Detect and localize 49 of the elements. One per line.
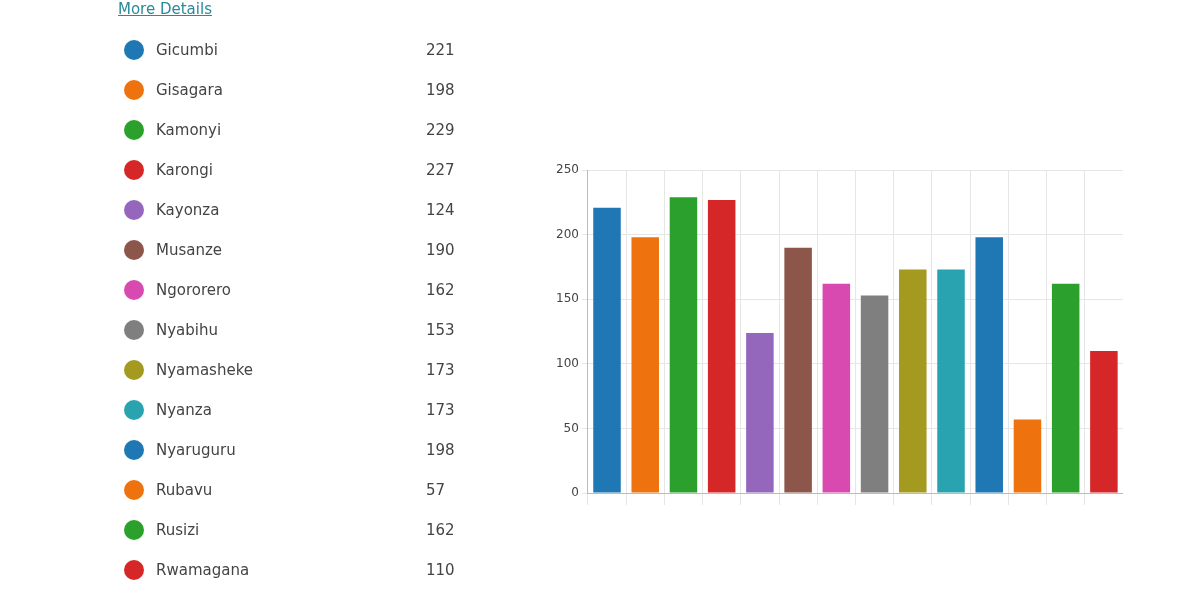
data-label: 153 [426, 321, 456, 339]
data-label: 229 [426, 121, 456, 139]
data-label: 198 [426, 441, 456, 459]
bar [860, 295, 889, 493]
y-tick-label: 200 [556, 226, 579, 241]
category-label: Rwamagana [156, 561, 251, 579]
bar [631, 237, 659, 493]
data-label: 124 [426, 201, 456, 219]
category-label: Kayonza [156, 201, 221, 219]
y-tick-label: 50 [563, 420, 579, 435]
category-label: Nyamasheke [156, 361, 255, 379]
category-label: Gisagara [156, 81, 224, 99]
data-label: 110 [426, 561, 456, 579]
y-tick-label: 250 [556, 162, 579, 177]
y-tick-label: 100 [556, 356, 579, 371]
bar [746, 332, 774, 493]
bar [1090, 350, 1118, 493]
category-label: Kamonyi [156, 121, 223, 139]
bar [1013, 419, 1042, 493]
bar [975, 237, 1003, 493]
category-label: Nyabihu [156, 321, 219, 339]
bar [593, 207, 621, 493]
category-label: Ngororero [156, 281, 232, 299]
category-label: Nyaruguru [156, 441, 237, 459]
bar [669, 197, 698, 493]
bar [784, 247, 812, 493]
category-label: Gicumbi [156, 41, 219, 59]
bar [937, 269, 965, 493]
category-label: Nyanza [156, 401, 213, 419]
text: More Details [118, 0, 213, 20]
category-label: Rubavu [156, 481, 214, 499]
bar [899, 269, 927, 493]
data-label: 190 [426, 241, 456, 259]
data-label: 227 [426, 161, 456, 179]
data-label: 162 [426, 281, 456, 299]
bar [707, 199, 736, 493]
data-label: 162 [426, 521, 456, 539]
data-label: 57 [426, 481, 447, 499]
category-label: Rusizi [156, 521, 201, 539]
bar [1051, 283, 1080, 493]
data-label: 198 [426, 81, 456, 99]
y-tick-label: 150 [556, 291, 579, 306]
data-label: 173 [426, 361, 456, 379]
bar [822, 283, 851, 493]
y-tick-label: 0 [571, 485, 579, 500]
data-label: 221 [426, 41, 456, 59]
data-label: 173 [426, 401, 456, 419]
category-label: Karongi [156, 161, 214, 179]
category-label: Musanze [156, 241, 224, 259]
